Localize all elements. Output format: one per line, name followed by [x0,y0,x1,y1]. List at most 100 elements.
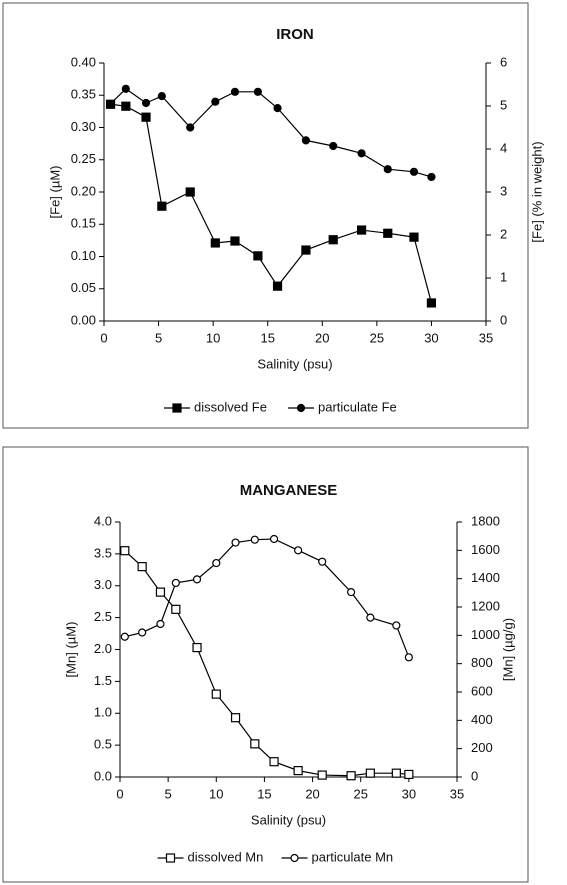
marker [404,653,413,662]
y2-tick-label: 400 [471,712,493,727]
marker [121,101,131,111]
y2-tick-label: 1000 [471,627,500,642]
marker [137,562,147,572]
x-tick-label: 5 [165,786,172,801]
y2-axis-label: [Mn] (µg/g) [500,618,515,681]
legend-marker [290,853,299,863]
marker [211,689,221,699]
marker [185,187,195,197]
y-axis-label: [Fe] (µM) [47,166,62,219]
legend-marker [165,853,176,863]
x-tick-label: 30 [424,330,438,345]
y-tick-label: 1.5 [94,673,112,688]
legend-marker [172,403,182,413]
x-axis-label: Salinity (psu) [251,812,326,827]
y-tick-label: 0.10 [71,248,96,263]
legend-label: dissolved Fe [194,399,267,414]
x-tick-label: 25 [353,786,367,801]
marker [427,172,436,182]
marker [328,235,338,245]
y-tick-label: 0.30 [71,119,96,134]
marker [230,713,241,723]
marker [157,201,167,211]
marker [230,87,240,96]
y-tick-label: 0.0 [94,768,112,783]
marker [250,535,259,544]
marker [356,225,367,235]
x-tick-label: 10 [209,786,223,801]
y2-tick-label: 1400 [471,570,500,585]
marker [186,123,195,132]
marker [273,104,282,113]
x-tick-label: 20 [305,786,319,801]
marker [120,632,129,641]
marker [141,98,151,108]
y-tick-label: 1.0 [94,705,112,720]
x-tick-label: 30 [402,786,416,801]
y-tick-label: 3.0 [94,577,112,592]
marker [392,621,401,630]
chart-title: MANGANESE [240,482,338,499]
marker [294,546,303,555]
y-tick-label: 0.35 [71,87,96,102]
y2-tick-label: 5 [500,97,507,112]
marker [269,757,279,767]
marker [212,558,221,568]
panel-frame [2,446,529,883]
legend-label: particulate Fe [318,399,397,414]
marker [230,236,240,246]
marker [141,112,151,122]
marker [404,769,414,780]
y2-tick-label: 0 [471,768,478,783]
marker [171,578,180,588]
y-tick-label: 3.5 [94,545,112,560]
chart-title: IRON [276,26,314,43]
y2-tick-label: 1600 [471,542,500,557]
marker [409,167,419,176]
marker [253,87,262,96]
y2-tick-label: 6 [500,54,507,69]
series-line [124,538,410,658]
legend-marker [296,403,306,413]
marker [121,84,130,93]
x-tick-label: 15 [260,330,274,345]
y-tick-label: 0.20 [71,183,96,198]
marker [357,149,366,158]
marker [318,557,327,566]
y2-tick-label: 1 [500,269,507,284]
y-tick-label: 2.0 [94,641,112,656]
marker [192,642,202,653]
y-tick-label: 0.40 [71,54,96,69]
y2-tick-label: 4 [500,140,507,155]
marker [156,619,165,629]
marker [293,766,303,776]
marker [301,245,311,255]
y-axis-label: [Mn] (µM) [63,622,78,678]
y-tick-label: 0.15 [71,216,96,231]
marker [210,238,220,248]
x-tick-label: 10 [206,330,220,345]
marker [426,298,437,308]
y2-axis-label: [Fe] (% in weight) [529,141,544,242]
y-tick-label: 2.5 [94,609,112,624]
y2-tick-label: 600 [471,683,493,698]
marker [171,604,181,614]
marker [192,575,202,584]
marker [383,228,393,238]
y2-tick-label: 800 [471,655,493,670]
marker [383,165,392,174]
marker [346,771,356,781]
marker [157,92,166,101]
x-tick-label: 35 [479,330,493,345]
marker [269,534,279,544]
y-tick-label: 0.05 [71,280,96,295]
marker [250,739,260,749]
marker [391,768,401,778]
marker [317,770,327,780]
y-tick-label: 0.00 [71,312,96,327]
marker [329,141,338,151]
marker [106,99,115,108]
x-tick-label: 25 [370,330,384,345]
x-tick-label: 5 [155,330,162,345]
